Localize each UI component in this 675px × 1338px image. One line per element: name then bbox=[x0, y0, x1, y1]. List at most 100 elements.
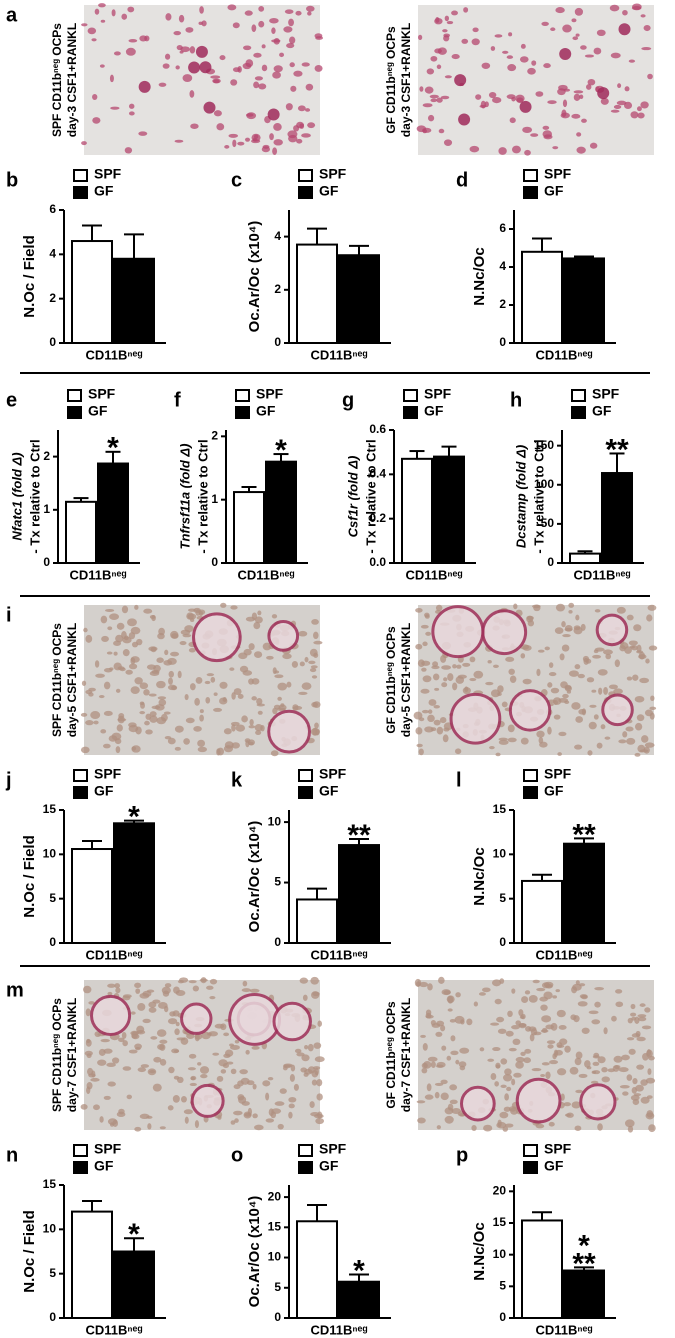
cell bbox=[573, 90, 584, 94]
cell bbox=[640, 101, 649, 109]
cell bbox=[130, 656, 140, 663]
cell bbox=[128, 111, 135, 116]
cell bbox=[547, 1044, 554, 1049]
cell bbox=[176, 1037, 186, 1041]
cell bbox=[187, 613, 197, 620]
cell bbox=[555, 989, 561, 993]
cell bbox=[597, 1056, 606, 1064]
cell bbox=[433, 704, 440, 709]
osteoclast bbox=[458, 113, 471, 126]
cell bbox=[578, 708, 586, 715]
cell bbox=[520, 653, 526, 659]
cell bbox=[145, 729, 153, 735]
cell bbox=[251, 678, 260, 685]
cell bbox=[508, 1047, 517, 1052]
cell bbox=[648, 1124, 656, 1133]
legend-swatch bbox=[73, 786, 88, 799]
legend-label: GF bbox=[592, 403, 612, 419]
cell bbox=[257, 610, 262, 616]
cell bbox=[173, 31, 182, 36]
cell bbox=[548, 1121, 555, 1127]
cell bbox=[173, 1075, 180, 1080]
x-axis-label: CD11Bⁿᵉᵍ bbox=[237, 567, 294, 582]
cell bbox=[258, 6, 265, 12]
cell bbox=[471, 38, 480, 46]
cell bbox=[167, 1018, 178, 1025]
cell bbox=[520, 737, 529, 745]
cell bbox=[473, 670, 484, 679]
cell bbox=[631, 1087, 638, 1094]
cell bbox=[112, 1119, 119, 1127]
legend-swatch bbox=[523, 769, 538, 782]
cell bbox=[446, 1055, 452, 1061]
cell bbox=[98, 695, 105, 699]
cell bbox=[594, 1001, 601, 1008]
cell bbox=[436, 1125, 441, 1130]
cell bbox=[436, 97, 443, 103]
y-axis-label: Oc.Ar/Oc (x10⁴) bbox=[246, 821, 263, 933]
cell bbox=[135, 988, 141, 994]
cell bbox=[269, 133, 274, 141]
cell bbox=[234, 1039, 240, 1044]
cell bbox=[471, 1124, 477, 1131]
cell bbox=[210, 75, 221, 79]
cell bbox=[212, 78, 221, 84]
cell bbox=[107, 983, 116, 988]
cell bbox=[493, 664, 499, 668]
cell bbox=[95, 673, 105, 678]
image-label: GF CD11bⁿᵉᵍ OCPs bbox=[384, 1001, 398, 1109]
cell bbox=[498, 147, 507, 155]
cell bbox=[182, 74, 193, 82]
cell bbox=[297, 105, 306, 112]
y-tick-label: 4 bbox=[49, 247, 56, 261]
cell bbox=[622, 9, 628, 16]
cell bbox=[311, 1079, 318, 1086]
cell bbox=[418, 717, 425, 722]
cell bbox=[441, 1045, 447, 1051]
y-tick-label: 4 bbox=[274, 229, 281, 243]
cell bbox=[555, 7, 565, 14]
y-tick-label: 2 bbox=[274, 282, 281, 296]
cell bbox=[245, 1049, 250, 1055]
cell bbox=[131, 745, 141, 753]
cell bbox=[81, 141, 87, 146]
cell bbox=[603, 687, 608, 695]
cell bbox=[436, 726, 444, 735]
cell bbox=[548, 672, 557, 677]
cell bbox=[294, 1048, 302, 1054]
cell bbox=[305, 83, 314, 91]
cell bbox=[311, 991, 320, 999]
cell bbox=[265, 1118, 275, 1123]
cell bbox=[111, 1057, 120, 1064]
cell bbox=[427, 114, 435, 122]
cell bbox=[232, 67, 241, 73]
cell bbox=[571, 702, 581, 710]
cell bbox=[587, 750, 593, 756]
cell bbox=[562, 99, 568, 108]
cell bbox=[285, 103, 293, 111]
cell bbox=[422, 103, 433, 108]
cell bbox=[443, 990, 451, 995]
cell bbox=[291, 660, 299, 668]
cell bbox=[421, 1067, 428, 1074]
cell bbox=[305, 108, 311, 112]
cell bbox=[436, 64, 442, 70]
cell bbox=[272, 147, 278, 155]
cell bbox=[159, 1039, 168, 1044]
y-tick-label: 0 bbox=[49, 335, 56, 349]
cell bbox=[631, 5, 642, 11]
bar bbox=[97, 462, 129, 564]
cell bbox=[416, 1100, 426, 1104]
legend-label: GF bbox=[319, 183, 339, 199]
y-tick-label: 10 bbox=[43, 1222, 57, 1236]
cell bbox=[274, 674, 284, 679]
cell bbox=[574, 1057, 582, 1066]
osteoclast bbox=[515, 1077, 562, 1124]
cell bbox=[623, 101, 633, 110]
cell bbox=[459, 1047, 470, 1054]
cell bbox=[167, 1105, 174, 1111]
cell bbox=[148, 693, 157, 697]
cell bbox=[618, 1067, 629, 1073]
cell bbox=[432, 673, 440, 681]
cell bbox=[530, 133, 539, 137]
